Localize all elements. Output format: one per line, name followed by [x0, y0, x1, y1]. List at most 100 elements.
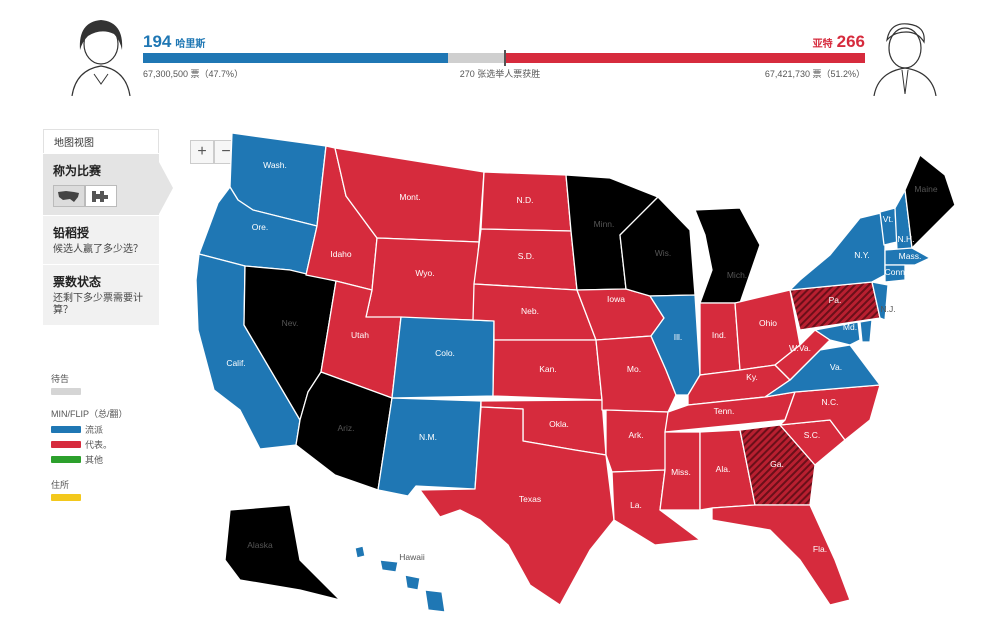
state-label-oh: Ohio	[759, 318, 777, 328]
state-label-fl: Fla.	[813, 544, 827, 554]
state-ma[interactable]	[884, 247, 931, 266]
state-hi[interactable]	[354, 545, 446, 613]
state-ar[interactable]	[605, 409, 669, 473]
state-label-ny: N.Y.	[854, 250, 869, 260]
state-nm[interactable]	[377, 397, 482, 497]
cartogram-map-button[interactable]	[85, 185, 117, 207]
legend-pending-label: 待告	[51, 374, 70, 384]
state-label-pa: Pa.	[829, 295, 842, 305]
harris-popular-vote: 67,300,500 票（47.7%）	[143, 69, 244, 79]
legend-rep-label: 代表。	[85, 440, 113, 450]
state-label-ma: Mass.	[899, 251, 922, 261]
state-label-ga: Ga.	[770, 459, 784, 469]
view-option-title: 铅稻授	[53, 226, 90, 240]
state-label-hi: Hawaii	[399, 552, 425, 562]
view-option-leading[interactable]: 铅稻授 候选人赢了多少选？	[43, 215, 159, 264]
state-ak[interactable]	[224, 504, 341, 601]
state-label-ks: Kan.	[539, 364, 557, 374]
legend-dem-label: 流派	[85, 425, 104, 435]
legend-other-label: 其他	[85, 455, 104, 465]
map-legend: 待告 MIN/FLIP（总/翻） 流派 代表。 其他 住所	[51, 372, 128, 513]
state-label-az: Ariz.	[338, 423, 355, 433]
state-label-de: Del.	[870, 330, 885, 340]
state-label-nd: N.D.	[517, 195, 534, 205]
trump-popular-vote: 67,421,730 票（51.2%）	[764, 69, 865, 79]
states-layer	[195, 132, 956, 613]
state-label-ms: Miss.	[671, 467, 691, 477]
state-label-mn: Minn.	[594, 219, 615, 229]
state-label-il: Ill.	[674, 332, 683, 342]
state-label-mt: Mont.	[399, 192, 420, 202]
state-de[interactable]	[859, 319, 873, 343]
state-label-or: Ore.	[252, 222, 269, 232]
harris-score: 194 哈里斯	[143, 32, 209, 52]
state-tx[interactable]	[419, 406, 615, 606]
map-view-panel: 地图视图 称为比赛 铅稻授 候选人赢了多少选？ 票数状态 还剩下多少票需要计算？	[43, 129, 173, 325]
trump-name: 亚特	[812, 39, 833, 50]
state-label-va: Va.	[830, 362, 842, 372]
legend-dem-swatch	[51, 426, 81, 433]
map-view-heading: 地图视图	[43, 129, 159, 153]
state-label-in: Ind.	[712, 330, 726, 340]
state-label-vt: Vt.	[883, 214, 893, 224]
state-ny[interactable]	[789, 211, 886, 291]
view-option-called-races[interactable]: 称为比赛	[43, 153, 173, 215]
state-label-ut: Utah	[351, 330, 369, 340]
zoom-in-button[interactable]: +	[190, 140, 214, 164]
state-ms[interactable]	[659, 431, 701, 511]
state-label-tx: Texas	[519, 494, 541, 504]
state-label-me: Maine	[914, 184, 937, 194]
majority-threshold-label: 270 张选举人票获胜	[459, 69, 541, 79]
view-option-title: 票数状态	[53, 275, 102, 289]
cartogram-icon	[92, 191, 108, 202]
state-il[interactable]	[649, 294, 701, 396]
trump-electoral-count: 266	[836, 32, 865, 51]
state-label-md: Md.	[843, 322, 857, 332]
view-option-vote-status[interactable]: 票数状态 还剩下多少票需要计算？	[43, 264, 159, 325]
legend-tie-caption: 住所	[51, 480, 70, 490]
majority-marker	[504, 50, 506, 66]
state-mi[interactable]	[694, 207, 761, 304]
harris-portrait	[71, 20, 131, 96]
trump-bar-segment	[504, 53, 865, 63]
state-label-sd: S.D.	[518, 251, 535, 261]
state-label-ne: Neb.	[521, 306, 539, 316]
view-option-title: 称为比赛	[53, 164, 102, 178]
state-fl[interactable]	[711, 504, 851, 606]
state-ga[interactable]	[739, 424, 816, 506]
state-label-nh: N.H.	[898, 234, 915, 244]
state-nj[interactable]	[871, 281, 889, 321]
electoral-bar	[143, 50, 865, 66]
state-label-mo: Mo.	[627, 364, 641, 374]
us-map-icon	[58, 191, 79, 202]
state-label-wv: W.Va.	[789, 343, 811, 353]
state-label-ca: Calif.	[226, 358, 245, 368]
state-label-nj: N.J.	[880, 304, 895, 314]
state-label-id: Idaho	[330, 249, 352, 259]
state-label-ia: Iowa	[607, 294, 625, 304]
state-ct[interactable]	[884, 264, 906, 283]
state-label-nv: Nev.	[282, 318, 299, 328]
view-option-subtitle: 候选人赢了多少选？	[53, 244, 143, 255]
state-labels-layer: Wash. Ore. Calif. Nev. Idaho Mont. Wyo. …	[226, 160, 938, 562]
state-label-nc: N.C.	[822, 397, 839, 407]
trump-portrait	[873, 23, 937, 96]
state-md[interactable]	[814, 321, 861, 346]
state-label-ky: Ky.	[746, 372, 758, 382]
state-label-al: Ala.	[716, 464, 731, 474]
legend-other-swatch	[51, 456, 81, 463]
state-label-ar: Ark.	[628, 430, 643, 440]
state-label-wa: Wash.	[263, 160, 287, 170]
state-label-co: Colo.	[435, 348, 455, 358]
state-label-la: La.	[630, 500, 642, 510]
state-label-wi: Wis.	[655, 248, 672, 258]
harris-name: 哈里斯	[175, 39, 206, 50]
state-wy[interactable]	[365, 237, 480, 321]
legend-tie-swatch	[51, 494, 81, 501]
view-option-subtitle: 还剩下多少票需要计算？	[53, 293, 143, 316]
geographic-map-button[interactable]	[53, 185, 85, 207]
state-label-sc: S.C.	[804, 430, 821, 440]
state-label-mi: Mich.	[727, 270, 747, 280]
legend-winner-caption: MIN/FLIP（总/翻）	[51, 409, 128, 419]
